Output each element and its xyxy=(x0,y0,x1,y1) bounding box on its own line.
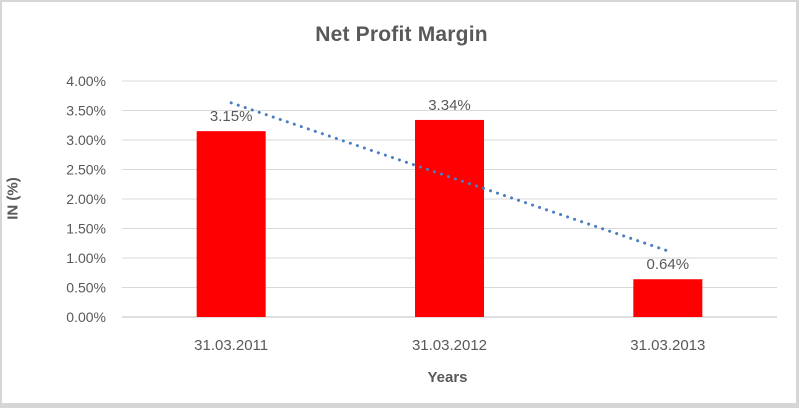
y-tick-label: 2.00% xyxy=(66,191,106,207)
data-label: 3.15% xyxy=(210,108,253,125)
x-tick-label: 31.03.2013 xyxy=(630,337,705,354)
bar[interactable] xyxy=(633,279,703,317)
data-label: 3.34% xyxy=(428,97,471,114)
bar[interactable] xyxy=(415,119,484,317)
y-tick-label: 0.50% xyxy=(66,280,106,296)
x-axis-title: Years xyxy=(427,369,468,386)
y-tick-label: 3.00% xyxy=(66,132,106,148)
data-label: 0.64% xyxy=(647,256,690,273)
y-tick-label: 1.00% xyxy=(66,250,106,266)
chart-title: Net Profit Margin xyxy=(315,23,488,46)
y-tick-label: 4.00% xyxy=(66,73,106,89)
y-tick-label: 3.50% xyxy=(66,103,106,119)
trendline[interactable] xyxy=(229,101,670,253)
y-tick-label: 1.50% xyxy=(66,221,106,237)
bar[interactable] xyxy=(196,131,266,317)
x-tick-label: 31.03.2011 xyxy=(194,337,268,354)
y-tick-label: 0.00% xyxy=(66,309,106,325)
y-tick-label: 2.50% xyxy=(66,162,106,178)
x-tick-label: 31.03.2012 xyxy=(412,337,487,354)
